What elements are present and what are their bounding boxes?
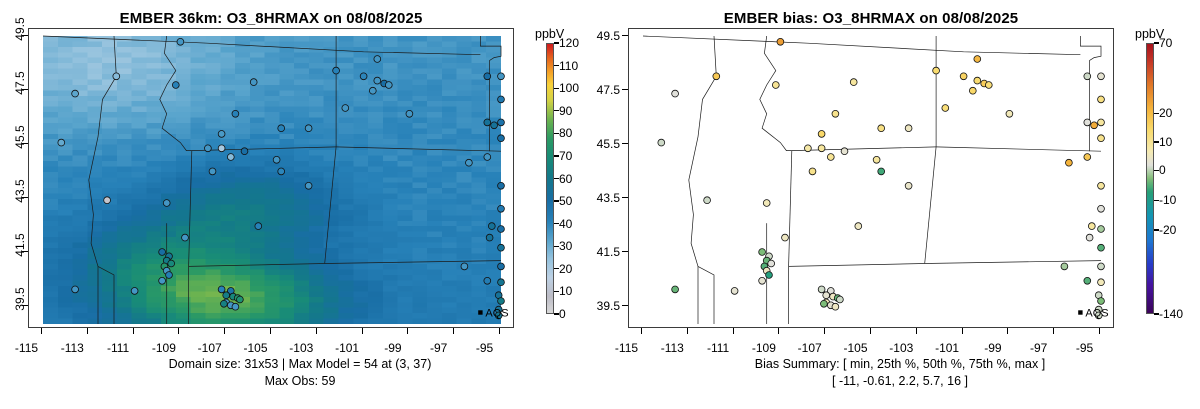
svg-text:AQS: AQS [485, 307, 508, 319]
svg-text:AQS: AQS [1085, 307, 1108, 319]
